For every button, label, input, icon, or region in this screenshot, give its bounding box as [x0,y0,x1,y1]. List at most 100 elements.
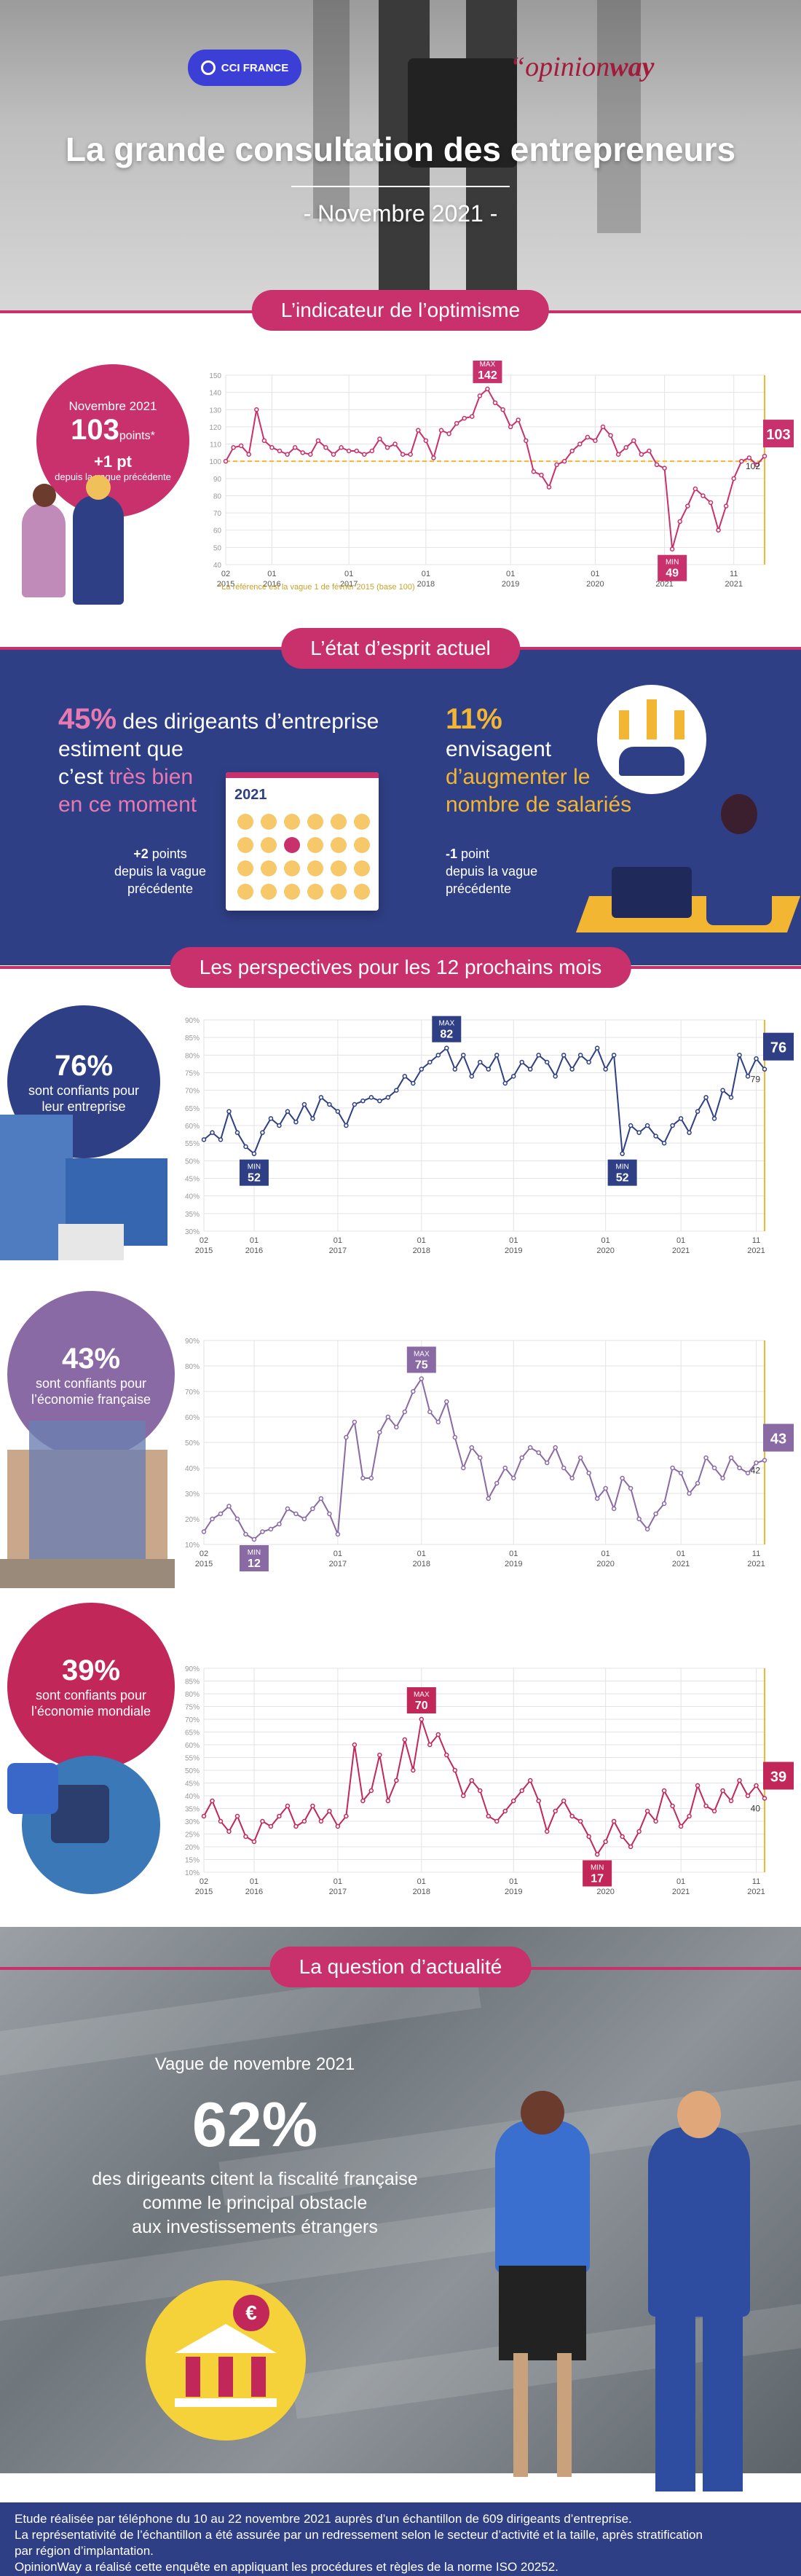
max-badge-label: MAX [480,361,496,369]
section-title-optimism: L’indicateur de l’optimisme [251,290,550,331]
calendar-day [354,884,370,900]
data-point [628,1485,634,1491]
data-point [544,1829,550,1834]
france-series-line [203,1377,765,1541]
max-badge [406,1687,436,1713]
data-point [720,1088,725,1093]
data-point [519,1455,524,1461]
data-point [327,1511,332,1517]
data-point [687,1491,692,1496]
opinionway-logo: “opinionway [510,52,655,82]
optimism-footnote: *La référence est la vague 1 de février … [218,583,415,592]
data-point [647,448,652,454]
min-badge-value: 49 [666,568,679,580]
data-point [620,1834,625,1839]
y-tick-label: 80 [213,492,222,500]
data-point [318,1818,324,1824]
data-point [243,1531,248,1537]
data-point [603,1485,608,1491]
data-point [323,445,328,450]
x-tick-label: 2021 [672,1888,690,1896]
data-point [470,414,475,419]
data-point [594,1045,600,1051]
x-tick-label: 2015 [195,1246,213,1255]
data-point [644,1526,650,1532]
data-point [360,1098,366,1104]
data-point [277,1123,282,1128]
entreprise-series-line [203,1046,765,1155]
confidence-company-circle: 76% sont confiants pour leur entreprise [7,1005,160,1158]
data-point [536,1450,541,1456]
data-point [553,1445,558,1450]
calendar-day [261,860,277,876]
confidence-france-text: sont confiants pour l’économie française [31,1375,151,1407]
data-point [636,1516,642,1522]
x-tick-label: 2018 [413,1560,430,1568]
data-point [728,1798,734,1804]
data-point [293,1511,299,1517]
data-point [703,1095,709,1100]
state-right-delta: -1 point depuis la vague précédente [446,847,538,896]
x-tick-label: 2021 [747,1560,765,1568]
x-tick-label: 01 [601,1236,610,1245]
x-tick-label: 01 [509,1877,518,1886]
topical-wave: Vague de novembre 2021 [154,2054,355,2074]
data-point [318,1496,324,1501]
topical-text: des dirigeants citent la fiscalité franç… [92,2169,418,2237]
y-tick-label: 90% [185,1338,200,1346]
data-point [461,1465,466,1471]
y-tick-label: 70% [185,1088,200,1096]
data-point [628,1123,634,1128]
data-point [293,1119,299,1125]
data-point [478,1059,483,1065]
data-point [268,1526,274,1532]
data-point [531,469,537,474]
data-point [335,1531,341,1537]
y-tick-label: 80% [185,1052,200,1060]
data-point [261,438,267,444]
government-building-illustration [0,1421,175,1595]
data-point [352,1742,358,1748]
state-of-mind-section: 45% des dirigeants d’entreprise estiment… [0,648,801,965]
data-point [644,1808,650,1814]
data-point [246,452,251,457]
y-tick-label: 40 [213,562,222,570]
y-tick-label: 90% [185,1017,200,1025]
data-point [485,386,490,392]
data-point [561,1798,567,1804]
data-point [628,1844,634,1850]
data-point [661,1501,667,1507]
y-tick-label: 50% [185,1158,200,1166]
y-tick-label: 50% [185,1767,200,1775]
data-point [494,1053,500,1058]
x-tick-label: 01 [422,570,430,578]
x-tick-label: 01 [417,1236,426,1245]
x-tick-label: 01 [250,1877,259,1886]
min-badge [658,554,687,581]
y-tick-label: 80% [185,1691,200,1699]
x-tick-label: 01 [676,1236,685,1245]
france-svg: 10%20%30%40%50%60%70%80%90%0220150120160… [185,1338,794,1571]
data-point [716,527,721,533]
data-point [427,1742,433,1748]
y-tick-label: 130 [209,407,221,415]
last-value-label: 42 [751,1466,761,1476]
data-point [670,1123,675,1128]
x-tick-label: 2021 [672,1560,690,1568]
x-tick-label: 11 [752,1877,760,1886]
calendar-day [331,860,347,876]
calendar-day [354,837,370,853]
y-tick-label: 75% [185,1070,200,1078]
data-point [226,1829,232,1834]
data-point [231,445,236,450]
data-point [427,1409,433,1415]
data-point [569,1475,575,1481]
data-point [201,1813,207,1819]
data-point [394,1088,399,1093]
data-point [327,1102,332,1107]
data-point [693,486,698,492]
y-tick-label: 70% [185,1389,200,1397]
y-tick-label: 65% [185,1729,200,1737]
data-point [494,1818,500,1824]
data-point [510,1798,516,1804]
